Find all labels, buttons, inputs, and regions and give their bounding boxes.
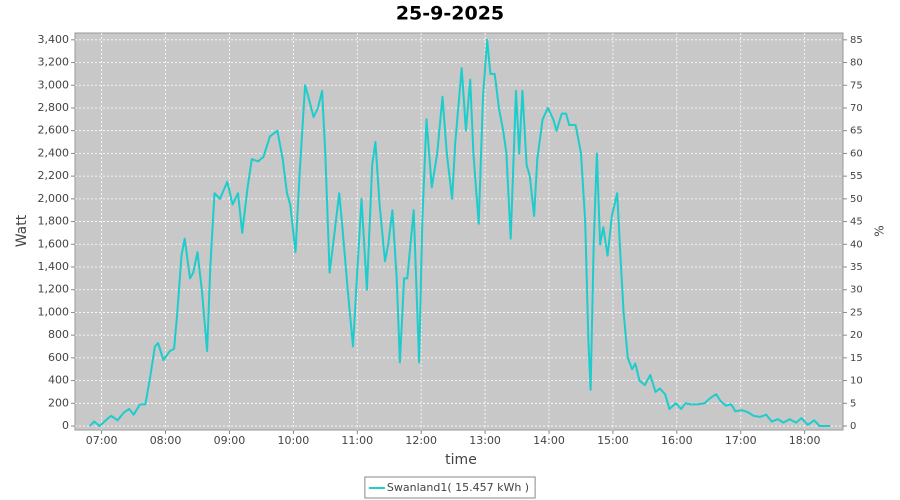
y2-tick-label: 25 [850,307,863,318]
y2-tick-label: 60 [850,148,863,159]
y-tick-label: 2,600 [38,124,70,137]
x-tick-label: 10:00 [278,434,310,447]
legend-box [364,476,536,499]
y-tick-label: 1,800 [38,215,70,228]
y-tick-label: 600 [48,351,69,364]
y2-tick-label: 15 [850,353,863,364]
y2-tick-label: 65 [850,126,863,137]
x-tick-label: 16:00 [661,434,693,447]
x-tick-label: 08:00 [150,434,182,447]
x-tick-label: 18:00 [789,434,821,447]
y-tick-label: 1,400 [38,260,70,273]
y-tick-label: 3,200 [38,56,70,69]
x-tick-label: 12:00 [405,434,437,447]
y-tick-label: 3,400 [38,33,70,46]
x-tick-label: 17:00 [725,434,757,447]
y-tick-label: 0 [62,419,69,432]
y2-tick-label: 75 [850,80,863,91]
y-tick-label: 2,000 [38,192,70,205]
y2-tick-label: 0 [850,421,856,432]
y2-tick-label: 70 [850,103,863,114]
y2-tick-label: 40 [850,239,863,250]
y-tick-label: 2,200 [38,169,70,182]
y-tick-label: 400 [48,374,69,387]
x-tick-label: 11:00 [341,434,373,447]
y-tick-label: 1,000 [38,305,70,318]
x-tick-label: 09:00 [214,434,246,447]
x-tick-label: 15:00 [597,434,629,447]
y2-tick-label: 5 [850,398,856,409]
y-tick-label: 2,400 [38,146,70,159]
y-tick-label: 800 [48,328,69,341]
y2-tick-label: 55 [850,171,863,182]
y-tick-label: 1,200 [38,283,70,296]
data-line [89,38,831,427]
legend: Swanland1( 15.457 kWh ) [364,476,536,499]
y-tick-label: 3,000 [38,78,70,91]
y-tick-label: 200 [48,396,69,409]
y2-tick-label: 20 [850,330,863,341]
y-tick-label: 1,600 [38,237,70,250]
x-tick-label: 14:00 [533,434,565,447]
y2-axis-label: % [873,225,887,236]
y2-tick-label: 45 [850,217,863,228]
y2-tick-label: 50 [850,194,863,205]
legend-label: Swanland1( 15.457 kWh ) [387,481,529,494]
y-axis-label: Watt [14,214,30,247]
chart-title: 25-9-2025 [396,3,504,25]
y-tick-label: 2,800 [38,101,70,114]
x-tick-label: 13:00 [469,434,501,447]
y2-tick-label: 80 [850,58,863,69]
y2-tick-label: 85 [850,35,863,46]
y2-tick-label: 30 [850,285,863,296]
x-axis-label: time [445,452,477,468]
x-tick-label: 07:00 [86,434,118,447]
y2-tick-label: 10 [850,376,863,387]
y2-tick-label: 35 [850,262,863,273]
